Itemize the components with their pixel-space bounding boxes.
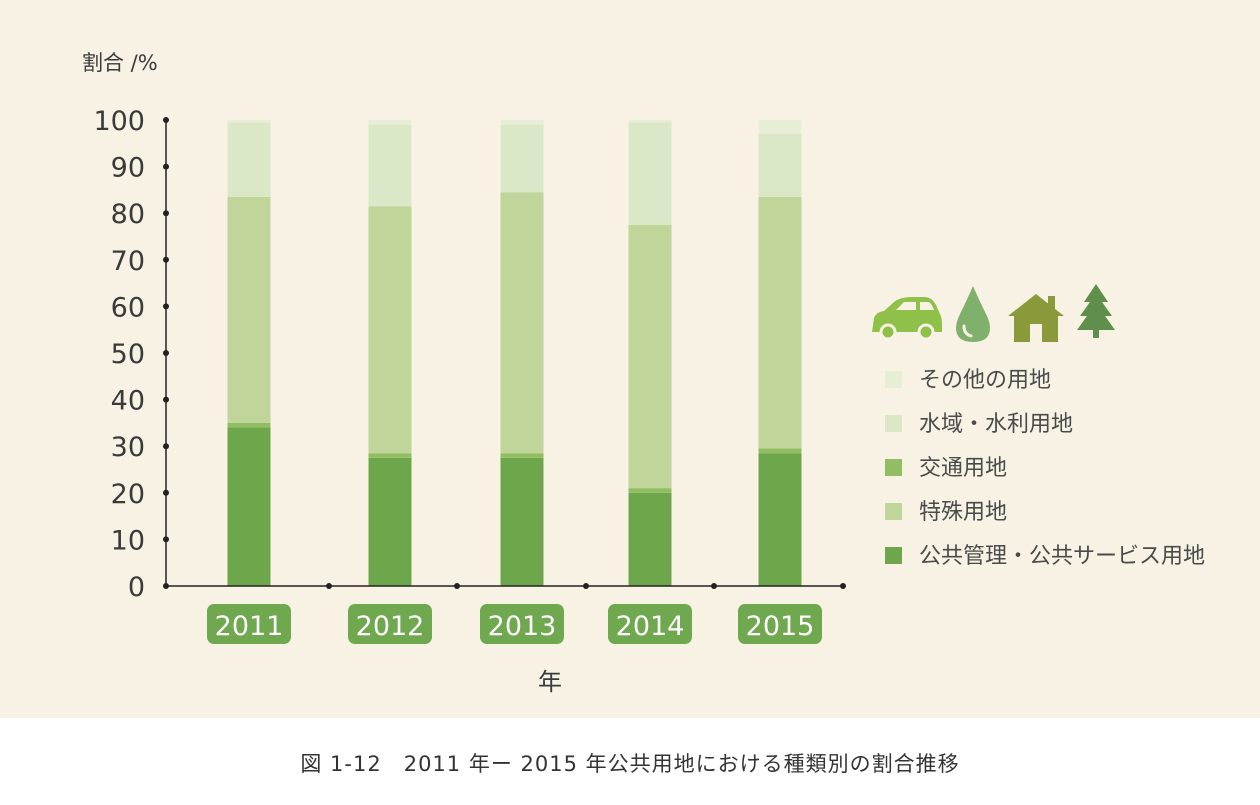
x-tick-dot — [454, 583, 460, 589]
legend-swatch — [885, 415, 902, 432]
y-tick-label: 50 — [111, 339, 145, 370]
x-tick-label-2014: 2014 — [616, 611, 685, 642]
bar-special-2013 — [500, 192, 544, 454]
y-tick-label: 60 — [111, 292, 145, 323]
bar-water-2012 — [368, 124, 412, 207]
axes: 0 10 20 30 40 50 60 70 80 90 100 — [93, 106, 846, 603]
y-tick-label: 20 — [111, 479, 145, 510]
car-icon — [872, 297, 942, 341]
bar-special-2015 — [758, 196, 802, 449]
land-use-icons — [872, 284, 1115, 342]
bar-water-2015 — [758, 133, 802, 197]
bar-public_service-2012 — [368, 457, 412, 586]
y-tick-dot — [163, 303, 169, 310]
bar-transport-2011 — [227, 422, 271, 428]
legend: その他の用地 水域・水利用地 交通用地特殊用地公共管理・公共サービス用地 — [885, 366, 1215, 586]
legend-item-other: その他の用地 — [885, 366, 1215, 396]
bar-other-2012 — [368, 120, 412, 125]
y-tick-dot — [163, 489, 169, 496]
x-tick-dot — [326, 583, 332, 589]
x-tick-dot — [840, 583, 846, 589]
y-tick-dot — [163, 396, 169, 403]
year-label-bg-2015 — [738, 604, 822, 644]
x-axis-label: 年 — [538, 668, 562, 696]
bar-transport-2015 — [758, 448, 802, 454]
legend-label: 交通用地 — [919, 456, 1008, 481]
x-tick-label-2011: 2011 — [215, 611, 284, 642]
house-icon — [1008, 294, 1064, 342]
y-tick-dot — [163, 350, 169, 356]
year-label-bg-2013 — [480, 604, 564, 644]
bar-water-2014 — [628, 122, 672, 225]
y-tick-dot — [163, 256, 169, 263]
bar-other-2013 — [500, 120, 544, 125]
x-tick-dot — [711, 583, 717, 589]
bar-transport-2014 — [628, 488, 672, 493]
legend-label: 公共管理・公共サービス用地 — [919, 544, 1206, 569]
y-tick-label: 80 — [111, 199, 145, 230]
bar-water-2013 — [500, 124, 544, 193]
y-tick-label: 90 — [111, 153, 145, 184]
y-tick-label: 0 — [128, 572, 145, 603]
year-label-bg-2014 — [608, 604, 692, 644]
y-tick-dot — [163, 583, 169, 589]
legend-swatch — [885, 547, 902, 564]
x-tick-label-2012: 2012 — [356, 611, 425, 642]
bar-other-2015 — [758, 120, 802, 134]
figure-caption: 図 1-12 2011 年ー 2015 年公共用地における種類別の割合推移 — [300, 752, 960, 776]
y-tick-label: 10 — [111, 525, 145, 556]
y-tick-dot — [163, 117, 169, 123]
legend-swatch — [885, 371, 902, 388]
bar-special-2012 — [368, 206, 412, 454]
bar-transport-2013 — [500, 453, 544, 458]
bar-transport-2012 — [368, 453, 412, 458]
bar-public_service-2014 — [628, 492, 672, 586]
legend-label: 水域・水利用地 — [919, 412, 1074, 437]
bar-special-2011 — [227, 196, 271, 423]
year-label-bg-2011 — [207, 604, 291, 644]
bar-public_service-2015 — [758, 453, 802, 586]
bar-other-2011 — [227, 120, 271, 123]
y-axis-label: 割合 /% — [82, 51, 158, 75]
bar-water-2011 — [227, 122, 271, 197]
bar-public_service-2013 — [500, 457, 544, 586]
x-tick-dot — [583, 583, 589, 589]
tree-icon — [1077, 284, 1115, 338]
legend-item-public_service: 公共管理・公共サービス用地 — [885, 542, 1215, 572]
bar-other-2014 — [628, 120, 672, 123]
bar-public_service-2011 — [227, 427, 271, 586]
year-labels: 2011 2012 2013 2014 2015 — [207, 604, 822, 644]
y-tick-label: 70 — [111, 246, 145, 277]
y-tick-label: 40 — [111, 386, 145, 417]
legend-swatch — [885, 503, 902, 520]
y-tick-label: 30 — [111, 432, 145, 463]
legend-label: 特殊用地 — [919, 500, 1008, 525]
y-tick-label: 100 — [93, 106, 145, 137]
legend-label: その他の用地 — [919, 368, 1052, 393]
legend-item-transport: 交通用地 — [885, 454, 1215, 484]
x-tick-label-2013: 2013 — [488, 611, 557, 642]
y-tick-dot — [163, 210, 169, 217]
bar-special-2014 — [628, 224, 672, 489]
legend-item-special: 特殊用地 — [885, 498, 1215, 528]
water-drop-icon — [956, 286, 990, 342]
x-tick-label-2015: 2015 — [746, 611, 815, 642]
legend-swatch — [885, 459, 902, 476]
bar-group — [227, 120, 802, 586]
y-tick-dot — [163, 443, 169, 450]
legend-item-water: 水域・水利用地 — [885, 410, 1215, 440]
chart-panel: 0 10 20 30 40 50 60 70 80 90 100 2011 2012 2013 2014 2… — [0, 0, 1260, 718]
y-tick-dot — [163, 536, 169, 543]
year-label-bg-2012 — [348, 604, 432, 644]
y-tick-dot — [163, 163, 169, 170]
